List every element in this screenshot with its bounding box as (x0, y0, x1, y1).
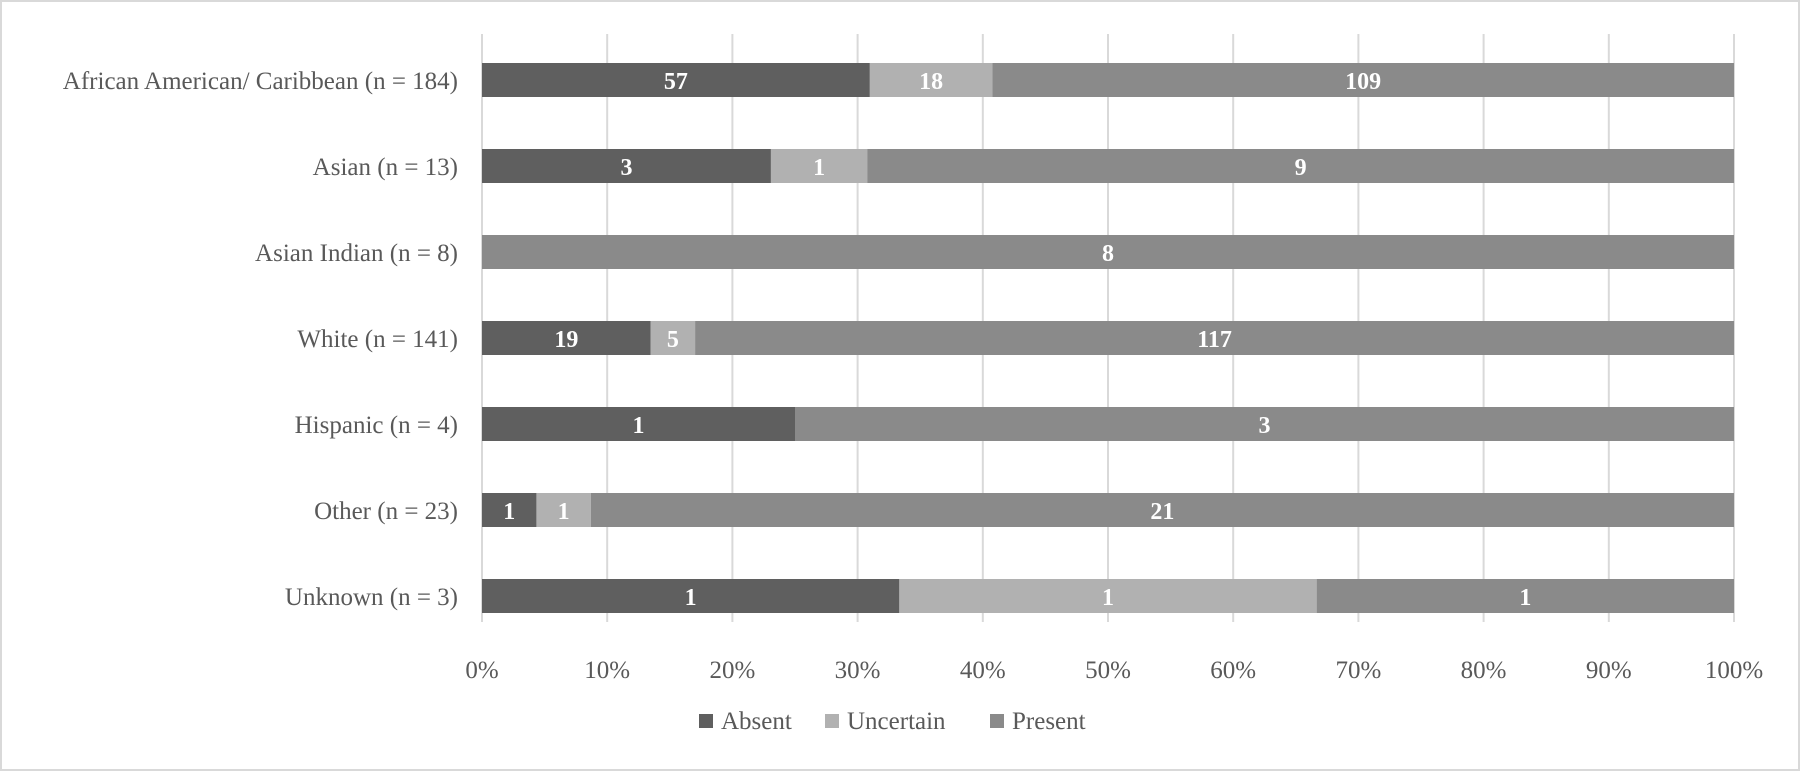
category-labels: African American/ Caribbean (n = 184) Asi… (63, 68, 458, 611)
x-tick-label: 50% (1085, 657, 1131, 684)
category-label: Hispanic (n = 4) (295, 412, 458, 439)
bar-segment-absent (482, 149, 771, 183)
bar-segment-uncertain (650, 321, 696, 355)
data-label: 117 (1197, 327, 1232, 353)
category-label: Other (n = 23) (314, 498, 458, 525)
legend-label: Absent (721, 708, 792, 735)
x-tick-label: 100% (1705, 657, 1763, 684)
data-label: 5 (667, 327, 679, 353)
data-label: 3 (620, 155, 632, 181)
x-tick-label: 10% (584, 657, 630, 684)
data-label: 1 (633, 413, 645, 439)
bar-segment-absent (482, 407, 795, 441)
data-label: 21 (1150, 499, 1174, 525)
x-axis-ticks: 0% 10% 20% 30% 40% 50% 60% 70% 80% 90% 100% (465, 657, 1763, 684)
bar-segment-present (590, 493, 1734, 527)
x-tick-label: 60% (1210, 657, 1256, 684)
legend-swatch-present (990, 714, 1004, 728)
category-label: Asian Indian (n = 8) (255, 240, 458, 267)
data-label: 109 (1345, 69, 1381, 95)
data-label: 57 (664, 69, 688, 95)
data-label: 1 (1102, 585, 1114, 611)
data-label: 1 (558, 499, 570, 525)
bar-segment-absent (482, 63, 870, 97)
bar-segment-absent (482, 321, 651, 355)
bar-segment-uncertain (869, 63, 993, 97)
bar-segment-present (867, 149, 1734, 183)
bar-segment-present (795, 407, 1734, 441)
data-label: 1 (1519, 585, 1531, 611)
x-tick-label: 20% (709, 657, 755, 684)
bar-segment-present (695, 321, 1734, 355)
x-tick-label: 0% (465, 657, 498, 684)
x-tick-label: 70% (1335, 657, 1381, 684)
x-tick-label: 80% (1461, 657, 1507, 684)
data-label: 19 (554, 327, 578, 353)
bar-segment-absent (482, 493, 537, 527)
category-label: African American/ Caribbean (n = 184) (63, 68, 458, 95)
legend-label: Present (1012, 708, 1086, 735)
bar-segment-uncertain (899, 579, 1317, 613)
data-label: 1 (813, 155, 825, 181)
data-label: 3 (1259, 413, 1271, 439)
bar-segment-uncertain (536, 493, 591, 527)
data-label: 1 (503, 499, 515, 525)
category-label: White (n = 141) (297, 326, 458, 353)
bar-segment-present (992, 63, 1734, 97)
bar-segment-uncertain (770, 149, 868, 183)
legend-swatch-absent (699, 714, 713, 728)
x-tick-label: 90% (1586, 657, 1632, 684)
data-label: 1 (685, 585, 697, 611)
x-tick-label: 30% (835, 657, 881, 684)
data-label: 18 (919, 69, 943, 95)
category-label: Unknown (n = 3) (285, 584, 458, 611)
bar-segment-present (482, 235, 1734, 269)
legend-label: Uncertain (847, 708, 946, 735)
data-label: 9 (1295, 155, 1307, 181)
legend-swatch-uncertain (825, 714, 839, 728)
category-label: Asian (n = 13) (313, 154, 458, 181)
bar-segment-present (1316, 579, 1734, 613)
x-tick-label: 40% (960, 657, 1006, 684)
legend: Absent Uncertain Present (699, 708, 1086, 735)
data-label: 8 (1102, 241, 1114, 267)
bar-segment-absent (482, 579, 900, 613)
